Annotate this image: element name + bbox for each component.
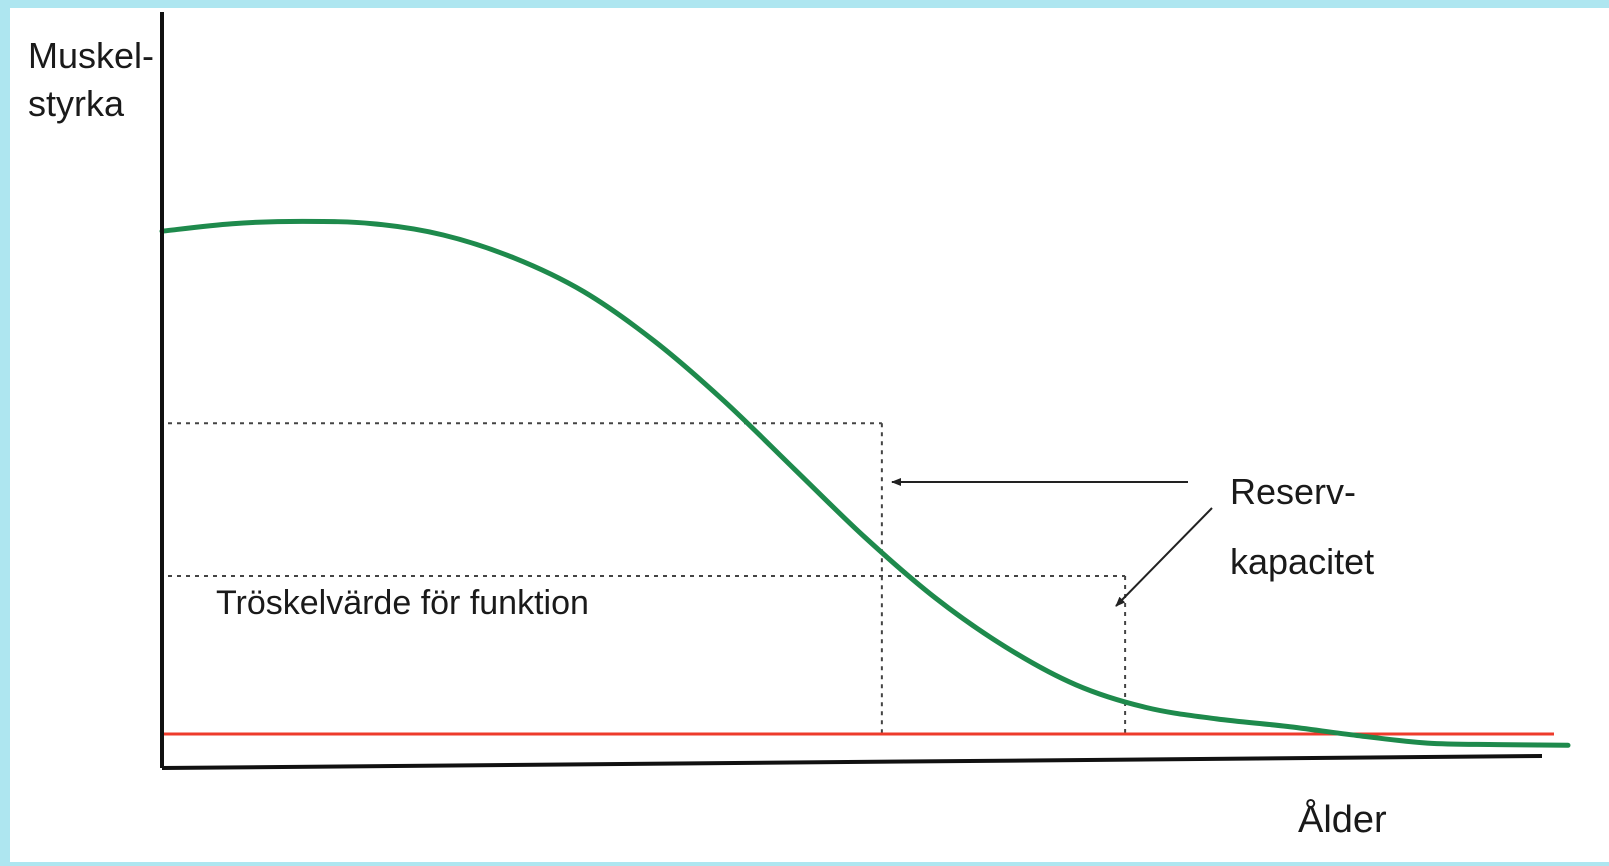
x-axis-label: Ålder [1298, 797, 1387, 841]
annotation-arrow-lower [1115, 507, 1213, 607]
muscle-strength-curve [159, 218, 1571, 748]
annotation-label-line-2: kapacitet [1230, 541, 1374, 582]
y-axis-label-line-2: styrka [28, 83, 125, 124]
threshold-label: Tröskelvärde för funktion [216, 584, 589, 622]
guide-lines [168, 422, 1127, 734]
y-axis-label-line-1: Muskel- [28, 35, 154, 76]
x-axis [161, 754, 1543, 770]
annotation-label-line-1: Reserv- [1230, 471, 1356, 512]
